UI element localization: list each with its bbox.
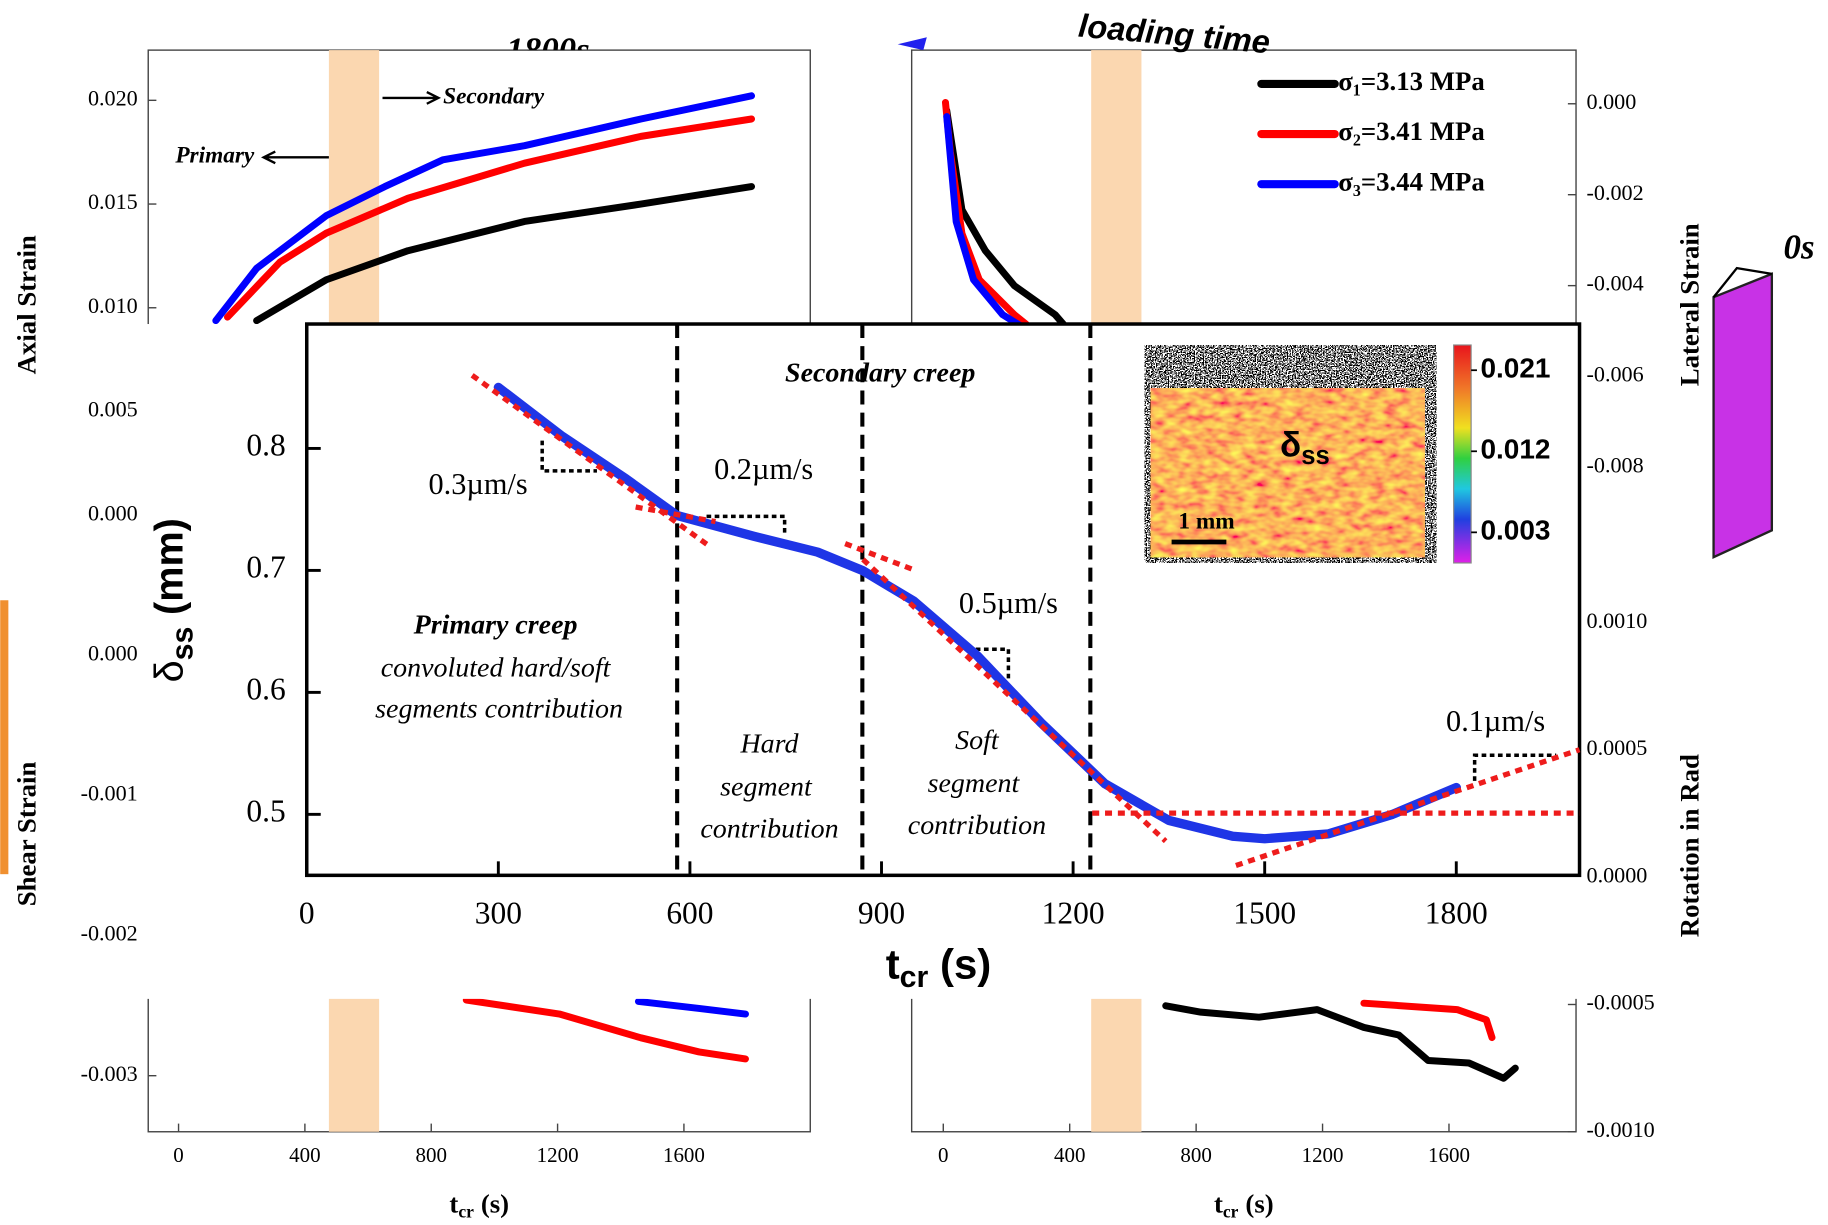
label-part: (s) [481, 1189, 509, 1219]
arrow [383, 92, 439, 104]
label-part: t [1214, 1189, 1223, 1219]
y-tick-label: -0.0010 [1587, 1117, 1655, 1142]
x-tick-label: 400 [1054, 1143, 1085, 1167]
strain-line [1166, 1006, 1516, 1078]
colorbar-label: 0.003 [1480, 515, 1550, 546]
x-tick-label: 800 [416, 1143, 447, 1167]
colorbar [1454, 345, 1471, 563]
figure: 0.020 0.015 0.010 0.005 0.000 Axial Strain 0.0… [0, 0, 1828, 1225]
y-tick-label: -0.003 [81, 1061, 138, 1086]
annotation: contribution [700, 813, 838, 844]
label-sub: ss [166, 627, 199, 661]
y-tick-label: 0.000 [88, 500, 138, 525]
x-tick-label: 600 [666, 895, 713, 930]
x-tick-label: 0 [173, 1143, 183, 1167]
x-tick-label: 1600 [1428, 1143, 1470, 1167]
legend-label: σ₃=3.44 MPa [1338, 166, 1485, 196]
annotation: 0.1µm/s [1446, 704, 1545, 738]
y-tick-label: -0.008 [1587, 453, 1644, 478]
label-part: δ [148, 660, 192, 682]
y-axis-label: Shear Strain [11, 762, 41, 907]
annotation: 0.2µm/s [714, 452, 813, 486]
y-tick-label: 0.5 [246, 794, 285, 829]
label-sub: cr [900, 961, 929, 994]
annotation: 0.5µm/s [959, 586, 1058, 620]
label-sub: cr [1223, 1201, 1239, 1221]
y-tick-label: -0.001 [81, 780, 138, 805]
label-sub: ss [1301, 442, 1330, 470]
y-tick-label: 0.000 [1587, 89, 1637, 114]
y-tick-label: -0.0005 [1587, 990, 1655, 1015]
label-part: t [449, 1189, 458, 1219]
x-tick-label: 1600 [663, 1143, 705, 1167]
x-tick-label: 0 [938, 1143, 948, 1167]
x-tick-label: 0 [299, 895, 315, 930]
annotation: Primary [174, 143, 255, 169]
annotation: segment [720, 772, 813, 803]
y-tick-label: -0.006 [1587, 362, 1644, 387]
strain-line [638, 1001, 745, 1014]
annotation: 0s [1784, 228, 1815, 267]
y-tick-label: 0.005 [88, 397, 138, 422]
x-tick-label: 1800 [1425, 895, 1488, 930]
annotation: Secondary [443, 83, 545, 109]
y-tick-label: 0.015 [88, 189, 138, 214]
strain-line [947, 117, 1026, 329]
x-tick-label: 300 [475, 895, 522, 930]
label-part: t [886, 940, 900, 987]
y-tick-label: 0.0005 [1587, 735, 1648, 760]
y-tick-label: 0.020 [88, 85, 138, 110]
y-tick-label: 0.6 [246, 672, 285, 707]
x-tick-label: 900 [858, 895, 905, 930]
annotation: Hard [739, 728, 799, 759]
arrow [264, 152, 329, 164]
legend-label: σ₂=3.41 MPa [1338, 116, 1485, 146]
colorbar-label: 0.021 [1480, 353, 1550, 384]
label-part: (mm) [148, 518, 192, 615]
legend-label: σ₁=3.13 MPa [1338, 66, 1485, 96]
arrow [898, 37, 927, 50]
y-tick-label: 0.8 [246, 428, 285, 463]
annotation: segment [928, 768, 1021, 799]
x-tick-label: 1200 [1302, 1143, 1344, 1167]
y-tick-label: -0.002 [1587, 180, 1644, 205]
y-axis-label: Rotation in Rad [1675, 754, 1705, 937]
colorbar-label: 0.012 [1480, 434, 1550, 465]
label-part: δ [1280, 426, 1301, 465]
y-tick-label: 0.010 [88, 293, 138, 318]
x-tick-label: 400 [289, 1143, 320, 1167]
y-tick-label: 0.0010 [1587, 608, 1648, 633]
annotation: Primary creep [413, 609, 578, 640]
cropped-map [0, 600, 8, 874]
scale-bar-label: 1 mm [1178, 509, 1235, 535]
y-tick-label: 0.000 [88, 640, 138, 665]
x-tick-label: 800 [1180, 1143, 1211, 1167]
annotation: Soft [955, 725, 1000, 756]
x-axis-label: tcr (s) [449, 1189, 509, 1222]
y-axis-label: Axial Strain [11, 235, 41, 374]
annotation: convoluted hard/soft [381, 653, 612, 684]
y-tick-label: -0.004 [1587, 271, 1644, 296]
x-axis-label: tcr (s) [1214, 1189, 1274, 1222]
annotation: Secondary creep [785, 358, 975, 389]
y-tick-label: -0.002 [81, 921, 138, 946]
annotation: contribution [908, 810, 1046, 841]
label-part: (s) [940, 940, 991, 987]
annotation: 0.3µm/s [429, 467, 528, 501]
annotation: segments contribution [375, 693, 623, 724]
specimen [1714, 274, 1772, 557]
y-axis-label: Lateral Strain [1675, 223, 1705, 386]
strain-line [947, 111, 1064, 325]
x-tick-label: 1200 [1042, 895, 1105, 930]
y-tick-label: 0.7 [246, 550, 285, 585]
x-tick-label: 1200 [537, 1143, 579, 1167]
label-part: (s) [1245, 1189, 1273, 1219]
y-tick-label: 0.0000 [1587, 862, 1648, 887]
label-sub: cr [458, 1201, 474, 1221]
x-tick-label: 1500 [1233, 895, 1296, 930]
